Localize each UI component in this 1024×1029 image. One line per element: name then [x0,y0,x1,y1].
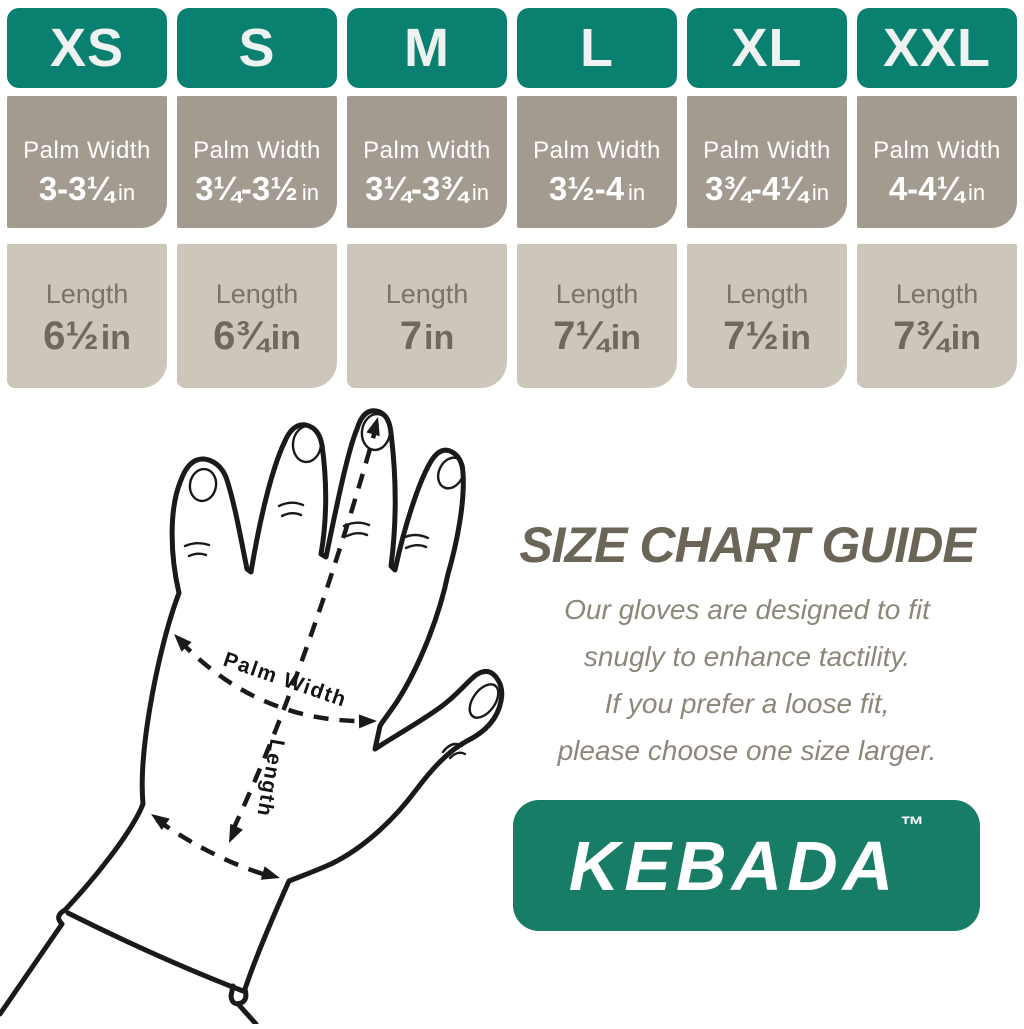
length-value: 6½in [43,314,131,358]
wrist-arrowhead-left [151,814,170,831]
brand-logo: KEBADA ™ [513,800,980,931]
wrist-measure-line [155,818,274,880]
palm-width-value: 4-4¼ in [888,169,986,207]
size-header-xs: XS [7,8,167,88]
palm-width-value: 3¾-4¼ in [705,169,829,207]
hand-measurement-diagram: Palm Width Length [0,400,512,1027]
palm-width-label: Palm Width [533,136,661,164]
palm-width-measure-line [178,639,372,724]
length-label: Length [45,279,129,309]
palm-width-label: Palm Width [363,136,491,164]
length-cell-l: Length 7¼in [517,244,677,388]
palm-width-cell-xs: Palm Width 3-3¼ in [7,96,167,228]
guide-line-2: snugly to enhance tactility. [583,641,911,672]
size-chart-table: XS S M L XL XXL Palm Width 3-3¼ in Palm W… [7,8,1017,388]
length-cell-m: Length 7in [347,244,507,388]
length-arrowhead-top [366,417,380,437]
length-label: Length [895,279,979,309]
ring-nail [291,424,323,464]
length-cell-xs: Length 6½in [7,244,167,388]
pinky-crease [183,542,211,558]
palm-width-arrowhead-left [174,634,192,652]
length-value: 7in [399,314,455,358]
palm-width-cell-xxl: Palm Width 4-4¼ in [857,96,1017,228]
wrist-arrowhead-right [260,866,280,880]
size-header-s: S [177,8,337,88]
cuff-line [65,910,246,994]
middle-nail [360,412,392,452]
length-arrowhead-bottom [229,823,243,843]
hand-illustration: Palm Width Length [0,408,505,1027]
size-header-xl: XL [687,8,847,88]
palm-width-row: Palm Width 3-3¼ in Palm Width 3¼-3½ in Pal… [7,96,1017,228]
palm-width-value: 3-3¼ in [38,169,136,207]
palm-width-value: 3¼-3¾ in [365,169,489,207]
length-label: Length [555,279,639,309]
palm-width-label: Palm Width [193,136,321,164]
thumb-crease [441,742,467,760]
length-cell-xxl: Length 7¾in [857,244,1017,388]
length-value: 6¾in [213,314,301,358]
palm-width-cell-m: Palm Width 3¼-3¾ in [347,96,507,228]
ring-crease [277,501,305,518]
palm-width-label: Palm Width [873,136,1001,164]
palm-width-cell-l: Palm Width 3½-4 in [517,96,677,228]
pinky-nail [188,467,218,503]
length-label: Length [215,279,299,309]
palm-width-value: 3¼-3½ in [195,169,319,207]
length-value: 7¼in [553,314,641,358]
length-label: Length [725,279,809,309]
palm-width-label: Palm Width [23,136,151,164]
size-header-row: XS S M L XL XXL [7,8,1017,88]
palm-width-value: 3½-4 in [548,169,646,207]
trademark-symbol: ™ [900,812,925,839]
length-value: 7½in [723,314,811,358]
guide-line-4: please choose one size larger. [557,735,937,766]
guide-title: SIZE CHART GUIDE [519,517,975,573]
hand-outline [0,408,505,1017]
guide-line-1: Our gloves are designed to fit [564,594,930,625]
length-label: Length [385,279,469,309]
length-value: 7¾in [893,314,981,358]
length-cell-s: Length 6¾in [177,244,337,388]
forearm-line [236,1002,259,1027]
palm-width-cell-s: Palm Width 3¼-3½ in [177,96,337,228]
size-header-xxl: XXL [857,8,1017,88]
size-header-m: M [347,8,507,88]
guide-description: Our gloves are designed to fit snugly to… [490,586,1004,774]
length-cell-xl: Length 7½in [687,244,847,388]
guide-line-3: If you prefer a loose fit, [604,688,890,719]
palm-width-arrowhead-right [358,714,377,729]
palm-width-cell-xl: Palm Width 3¾-4¼ in [687,96,847,228]
length-row: Length 6½in Length 6¾in Length 7in Lengt… [7,244,1017,388]
thumb-nail [468,683,500,719]
index-crease [401,533,430,550]
palm-width-label: Palm Width [703,136,831,164]
brand-name: KEBADA [568,826,899,905]
length-measure-line [228,423,380,835]
size-header-l: L [517,8,677,88]
index-nail [436,456,466,490]
